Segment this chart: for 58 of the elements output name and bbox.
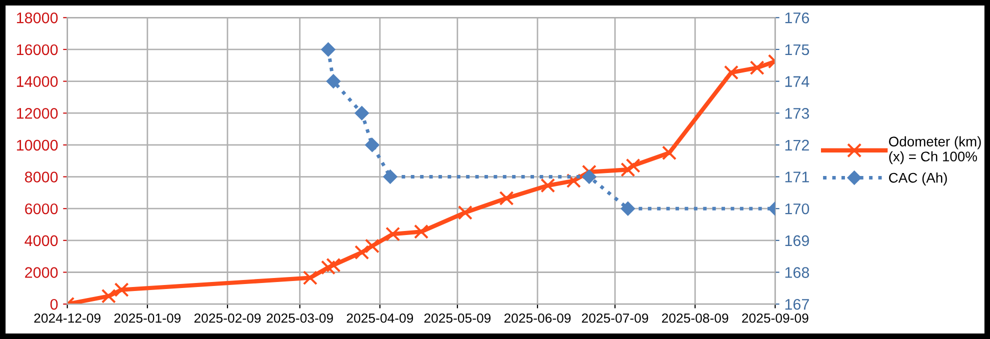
- point: [566, 173, 581, 188]
- point: [354, 106, 369, 120]
- y2-tick-label: 172: [785, 140, 809, 150]
- y2-tick-label: 170: [785, 203, 810, 214]
- y-tick-label: 12000: [16, 108, 58, 119]
- point: [620, 202, 635, 216]
- y-tick-label: 4000: [24, 235, 58, 246]
- y-tick-label: 18000: [16, 12, 58, 24]
- point: [302, 270, 318, 286]
- point: [101, 288, 116, 304]
- x-tick-label: 2025-09-09: [742, 313, 808, 323]
- legend-label: CAC (Ah): [889, 172, 947, 186]
- point: [365, 138, 380, 152]
- point: [383, 170, 398, 184]
- point: [458, 205, 472, 220]
- y-tick-label: 0: [50, 298, 58, 310]
- point: [662, 146, 677, 160]
- legend-label: Odometer (km) (x) = Ch 100%: [889, 136, 981, 164]
- x-tick-label: 2025-01-09: [114, 313, 181, 323]
- y-tick-label: 10000: [16, 140, 58, 151]
- x-tick-label: 2025-05-09: [424, 313, 491, 323]
- y-tick-label: 6000: [25, 203, 58, 214]
- point: [724, 65, 739, 80]
- y2-tick-label: 174: [785, 76, 810, 87]
- y-tick-label: 8000: [24, 172, 58, 182]
- x-tick-label: 2025-07-09: [582, 313, 648, 323]
- point: [540, 178, 556, 193]
- y2-tick-label: 169: [785, 235, 809, 246]
- point: [582, 170, 596, 184]
- x-tick-label: 2025-02-09: [194, 313, 261, 323]
- y2-tick-label: 173: [785, 108, 810, 119]
- point: [326, 258, 341, 272]
- point: [114, 282, 129, 298]
- x-tick-label: 2025-06-09: [504, 313, 571, 323]
- y2-tick-label: 176: [785, 12, 810, 24]
- y2-tick-label: 171: [785, 172, 809, 182]
- point: [320, 260, 336, 275]
- x-tick-label: 2025-04-09: [346, 313, 414, 323]
- y2-tick-label: 167: [785, 298, 809, 310]
- y-tick-label: 14000: [16, 76, 58, 87]
- y2-tick-label: 168: [785, 267, 810, 278]
- point: [620, 162, 636, 177]
- point: [364, 238, 380, 254]
- y2-tick-label: 175: [785, 44, 810, 56]
- point: [750, 60, 764, 76]
- y-tick-label: 16000: [16, 44, 58, 56]
- x-tick-label: 2024-12-09: [34, 313, 100, 323]
- x-tick-label: 2025-08-09: [662, 313, 728, 323]
- point: [321, 42, 336, 56]
- point: [582, 164, 596, 180]
- y-tick-label: 2000: [25, 267, 58, 278]
- point: [414, 224, 429, 239]
- point: [499, 190, 514, 206]
- point: [326, 74, 340, 88]
- x-tick-label: 2025-03-09: [266, 313, 333, 323]
- point: [386, 226, 400, 242]
- point: [626, 158, 640, 173]
- point: [354, 245, 370, 260]
